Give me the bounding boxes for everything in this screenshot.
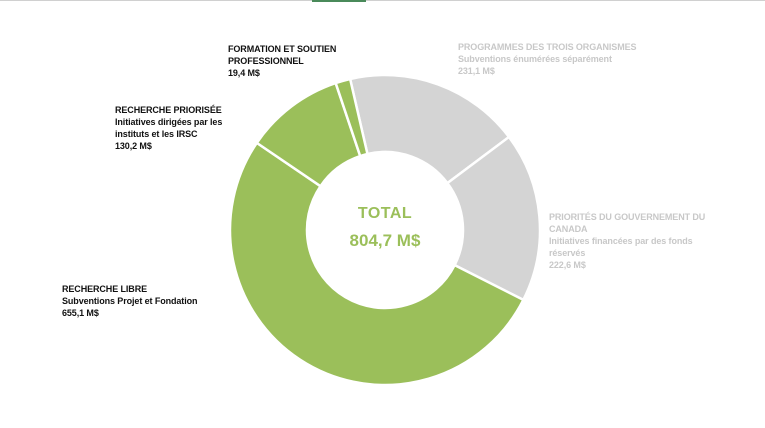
label-value: 19,4 M$: [228, 68, 260, 78]
label-recherche-priorisee: RECHERCHE PRIORISÉE Initiatives dirigées…: [115, 104, 240, 152]
label-formation-soutien: FORMATION ET SOUTIEN PROFESSIONNEL 19,4 …: [228, 43, 353, 79]
label-programmes-trois-organismes: PROGRAMMES DES TROIS ORGANISMES Subventi…: [458, 41, 658, 77]
donut-slice-1: [446, 135, 542, 302]
donut-slice-0: [348, 73, 511, 185]
donut-slice-2: [228, 141, 525, 387]
label-priorites-gouvernement: PRIORITÉS DU GOUVERNEMENT DU CANADA Init…: [549, 211, 719, 271]
label-value: 222,6 M$: [549, 260, 586, 270]
label-category: FORMATION ET SOUTIEN PROFESSIONNEL: [228, 44, 337, 66]
label-value: 231,1 M$: [458, 66, 495, 76]
label-description: Subventions énumérées séparément: [458, 54, 612, 64]
label-category: RECHERCHE LIBRE: [62, 284, 148, 294]
label-description: Subventions Projet et Fondation: [62, 296, 198, 306]
label-value: 130,2 M$: [115, 141, 152, 151]
total-value: 804,7 M$: [349, 231, 421, 250]
label-category: PROGRAMMES DES TROIS ORGANISMES: [458, 42, 637, 52]
label-description: Initiatives dirigées par les instituts e…: [115, 117, 223, 139]
label-category: PRIORITÉS DU GOUVERNEMENT DU CANADA: [549, 212, 706, 234]
donut-slice-4: [334, 77, 369, 158]
label-category: RECHERCHE PRIORISÉE: [115, 105, 222, 115]
top-accent-bar: [312, 0, 366, 2]
total-label: TOTAL: [357, 205, 413, 222]
label-value: 655,1 M$: [62, 308, 99, 318]
label-description: Initiatives financées par des fonds rése…: [549, 236, 693, 258]
label-recherche-libre: RECHERCHE LIBRE Subventions Projet et Fo…: [62, 283, 232, 319]
